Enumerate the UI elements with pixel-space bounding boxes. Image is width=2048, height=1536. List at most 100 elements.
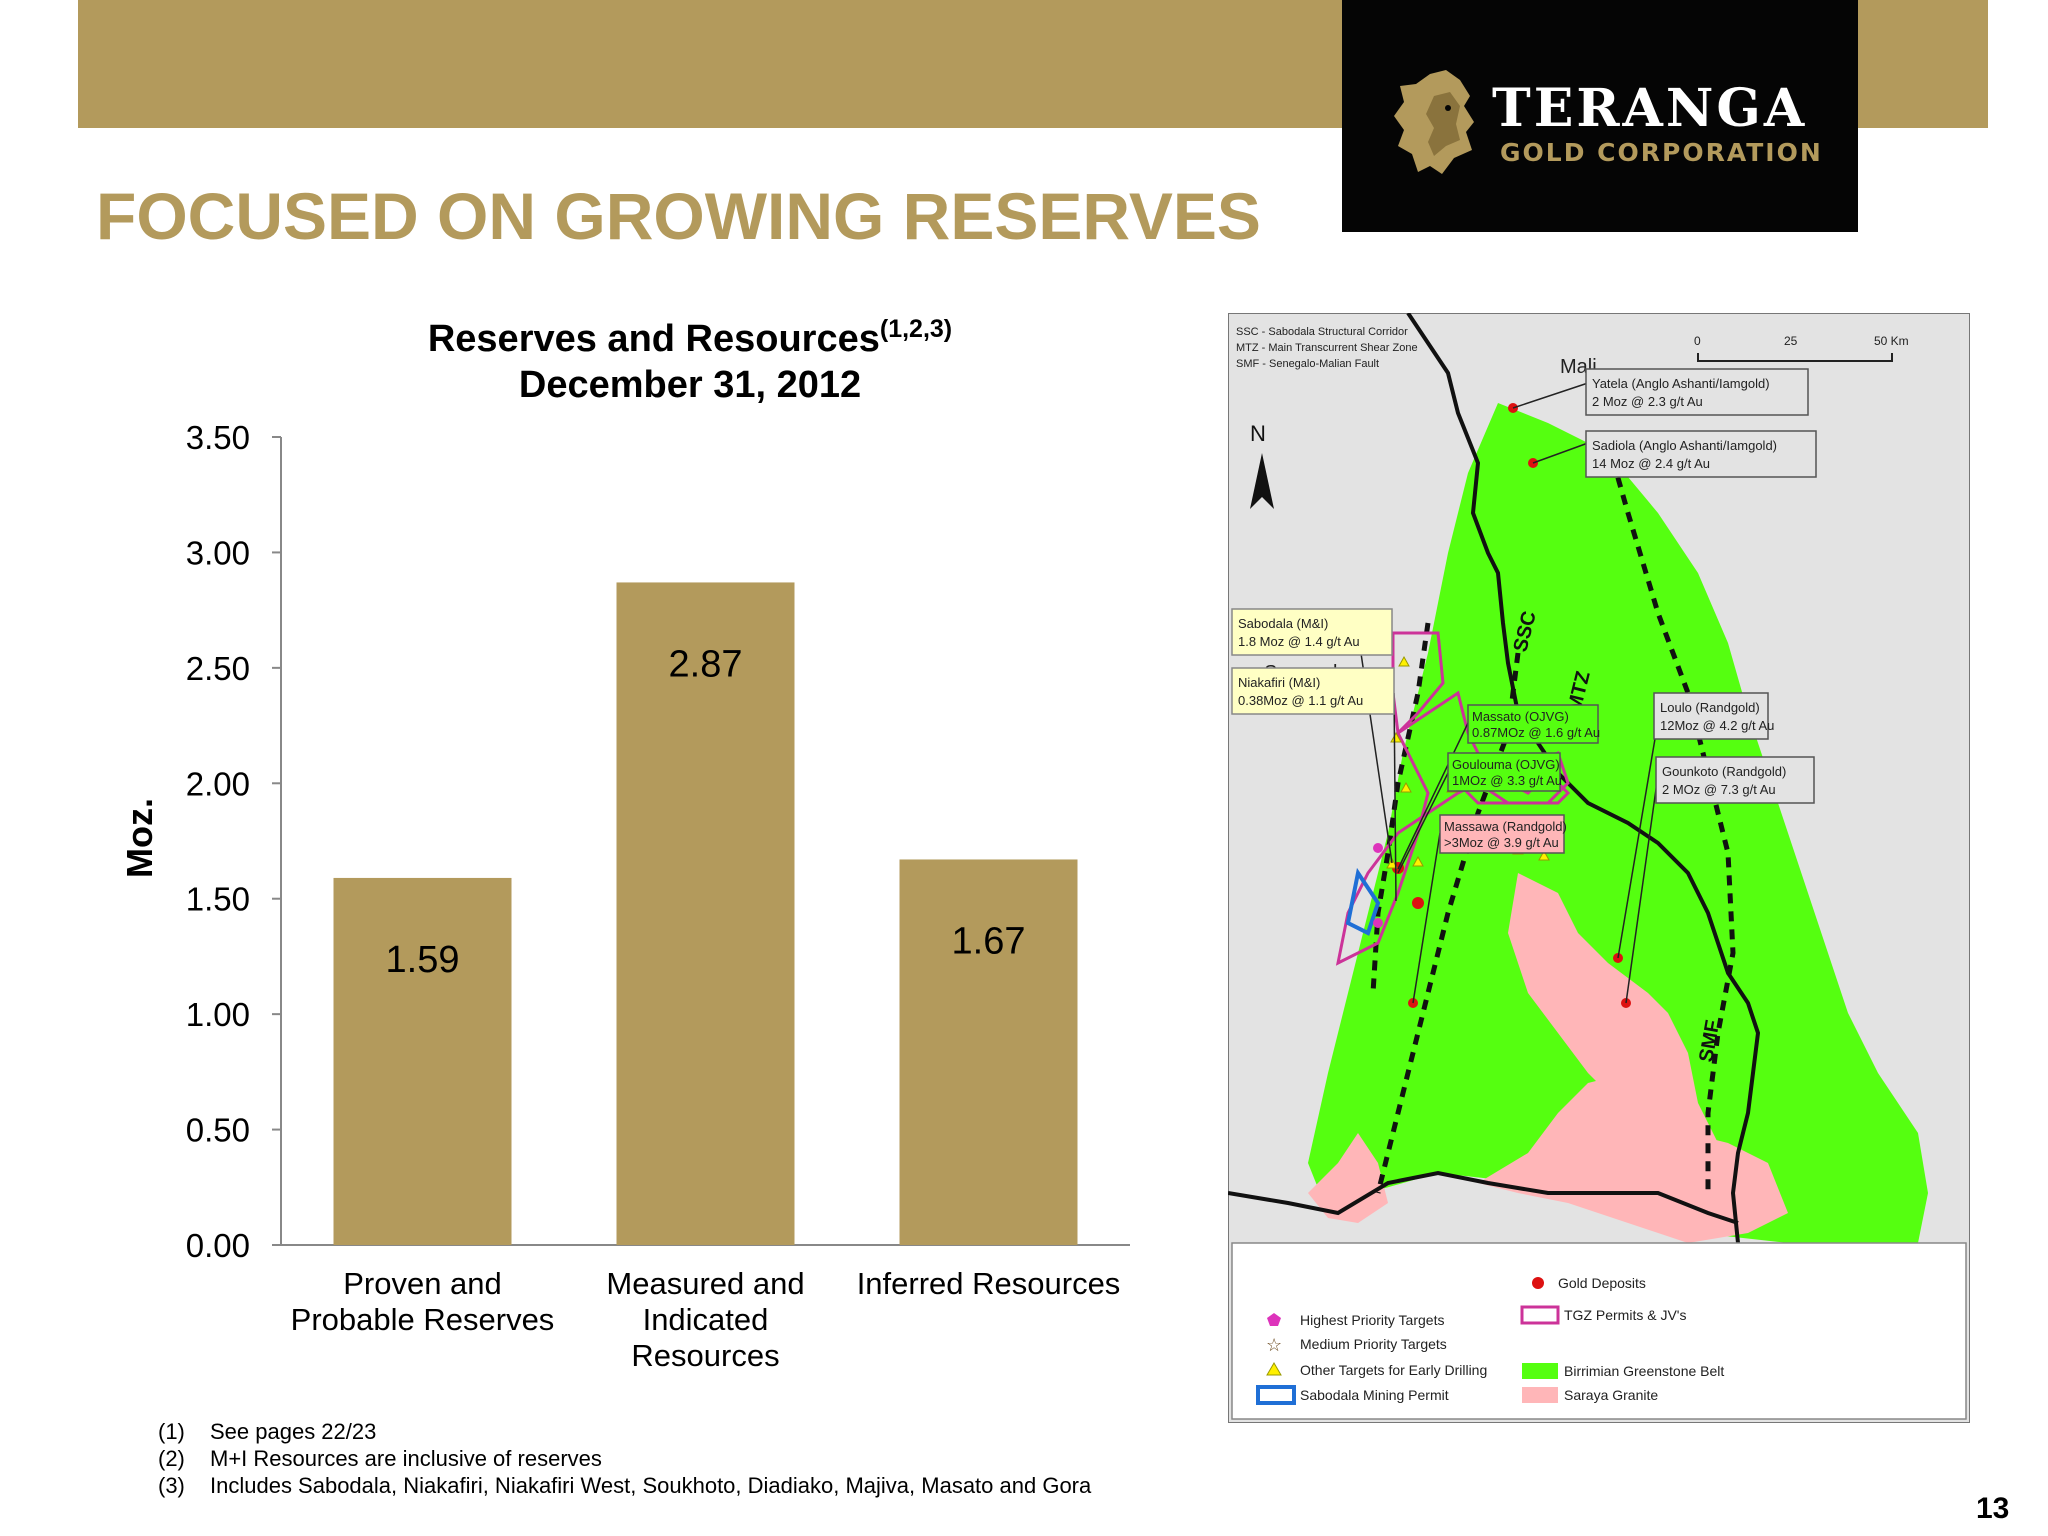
legend-granite: Saraya Granite [1522, 1387, 1658, 1403]
lion-logo-icon [1394, 70, 1474, 174]
svg-text:Sabodala Mining Permit: Sabodala Mining Permit [1300, 1387, 1449, 1403]
mtz-fault [1375, 652, 1521, 1194]
footnote-1: (1) See pages 22/23 [158, 1419, 377, 1444]
svg-text:Sabodala (M&I): Sabodala (M&I) [1238, 616, 1328, 631]
page-number: 13 [1976, 1492, 2010, 1525]
bar [616, 582, 795, 1245]
svg-text:Birrimian Greenstone Belt: Birrimian Greenstone Belt [1564, 1363, 1724, 1379]
chart-subtitle: December 31, 2012 [518, 364, 862, 406]
granite-east [1478, 1073, 1788, 1243]
callout-sabodala: Sabodala (M&I) 1.8 Moz @ 1.4 g/t Au [1231, 608, 1393, 864]
y-tick-label: 1.50 [186, 881, 250, 918]
teranga-logo: TERANGA GOLD CORPORATION [1342, 0, 1858, 232]
callout-goulouma: Goulouma (OJVG)1MOz @ 3.3 g/t Au [1397, 752, 1562, 874]
svg-text:MTZ - Main Transcurrent Shear: MTZ - Main Transcurrent Shear Zone [1236, 342, 1418, 354]
svg-text:25: 25 [1784, 334, 1798, 348]
greenstone-belt [1308, 403, 1928, 1253]
bar [899, 859, 1078, 1245]
legend-gold-deposits: Gold Deposits [1532, 1275, 1646, 1291]
legend-other-targets: Other Targets for Early Drilling [1266, 1362, 1487, 1378]
svg-text:Gold Deposits: Gold Deposits [1558, 1275, 1646, 1291]
svg-text:Sadiola (Anglo Ashanti/Iamgold: Sadiola (Anglo Ashanti/Iamgold) [1592, 438, 1777, 453]
north-arrow-icon [1250, 453, 1274, 509]
smf-fault [1605, 442, 1736, 1193]
svg-text:50 Km: 50 Km [1874, 334, 1909, 348]
callout-niakafiri: Niakafiri (M&I) 0.38Moz @ 1.1 g/t Au [1231, 667, 1397, 902]
svg-text:0: 0 [1694, 334, 1701, 348]
data-label: 1.59 [386, 939, 460, 981]
legend-highest-priority: Highest Priority Targets [1267, 1312, 1444, 1328]
y-tick-label: 3.00 [186, 534, 250, 571]
svg-text:Gounkoto (Randgold): Gounkoto (Randgold) [1662, 764, 1786, 779]
saraya-granite [1508, 873, 1768, 1213]
data-label: 1.67 [952, 920, 1026, 962]
callout-loulo: Loulo (Randgold) 12Moz @ 4.2 g/t Au [1617, 692, 1774, 959]
x-category-label: Proven and [343, 1266, 502, 1301]
svg-text:0.87MOz @ 1.6 g/t Au: 0.87MOz @ 1.6 g/t Au [1472, 725, 1600, 740]
callout-massawa: Massawa (Randgold)>3Moz @ 3.9 g/t Au [1412, 814, 1567, 1004]
svg-text:1MOz @ 3.3 g/t Au: 1MOz @ 3.3 g/t Au [1452, 773, 1562, 788]
page-title: FOCUSED ON GROWING RESERVES [96, 179, 1261, 253]
callout-sadiola: Sadiola (Anglo Ashanti/Iamgold) 14 Moz @ … [1532, 430, 1817, 478]
chart-title-superscript: (1,2,3) [879, 315, 953, 343]
svg-text:14 Moz @ 2.4 g/t Au: 14 Moz @ 2.4 g/t Au [1592, 456, 1710, 471]
map-scale-bar: 0 25 50 Km [1694, 334, 1909, 362]
x-category-label: Measured and [606, 1266, 804, 1301]
svg-text:Loulo (Randgold): Loulo (Randgold) [1660, 700, 1760, 715]
y-tick-label: 2.00 [186, 765, 250, 802]
svg-text:Massato (OJVG): Massato (OJVG) [1472, 709, 1569, 724]
footnotes: (1) See pages 22/23 (2) M+I Resources are … [158, 1418, 1091, 1499]
svg-text:Other Targets for Early Drilli: Other Targets for Early Drilling [1300, 1362, 1487, 1378]
y-tick-label: 3.50 [186, 419, 250, 456]
data-label: 2.87 [669, 643, 743, 685]
gold-deposit-markers [1392, 403, 1631, 1008]
geology-map: SSC - Sabodala Structural Corridor MTZ -… [1228, 313, 1970, 1423]
svg-text:Massawa (Randgold): Massawa (Randgold) [1444, 819, 1567, 834]
map-legend-items: Highest Priority Targets ☆ Medium Priorit… [1256, 1275, 1724, 1405]
svg-text:12Moz @ 4.2 g/t Au: 12Moz @ 4.2 g/t Au [1660, 718, 1774, 733]
svg-text:2 Moz @ 2.3 g/t Au: 2 Moz @ 2.3 g/t Au [1592, 394, 1703, 409]
legend-tgz-permits: TGZ Permits & JV's [1520, 1305, 1686, 1325]
north-label: N [1250, 421, 1266, 446]
callout-massato: Massato (OJVG)0.87MOz @ 1.6 g/t Au [1397, 704, 1600, 870]
svg-text:TGZ Permits & JV's: TGZ Permits & JV's [1564, 1307, 1686, 1323]
callout-gounkoto: Gounkoto (Randgold) 2 MOz @ 7.3 g/t Au [1625, 756, 1815, 1004]
svg-text:>3Moz @ 3.9 g/t Au: >3Moz @ 3.9 g/t Au [1444, 835, 1559, 850]
callout-yatela: Yatela (Anglo Ashanti/Iamgold) 2 Moz @ 2.… [1512, 368, 1809, 416]
map-abbreviations: SSC - Sabodala Structural Corridor MTZ -… [1236, 326, 1418, 370]
y-tick-label: 2.50 [186, 650, 250, 687]
x-category-label: Probable Reserves [291, 1302, 555, 1337]
svg-text:☆: ☆ [1266, 1335, 1282, 1355]
southern-border [1228, 1170, 1739, 1225]
legend-sabodala-permit: Sabodala Mining Permit [1256, 1385, 1449, 1405]
footnote-3: (3) Includes Sabodala, Niakafiri, Niakafi… [158, 1473, 1092, 1498]
map-legend [1231, 1242, 1967, 1420]
bar [333, 877, 512, 1245]
x-category-label: Indicated [643, 1302, 769, 1337]
svg-text:Saraya Granite: Saraya Granite [1564, 1387, 1658, 1403]
footnote-2: (2) M+I Resources are inclusive of reserv… [158, 1446, 602, 1471]
svg-text:2 MOz @ 7.3 g/t Au: 2 MOz @ 7.3 g/t Au [1662, 782, 1776, 797]
logo-subtitle: GOLD CORPORATION [1500, 138, 1823, 167]
svg-text:Goulouma (OJVG): Goulouma (OJVG) [1452, 757, 1560, 772]
bar-chart: 0.00 0.50 1.00 1.50 2.00 2.50 3.00 3.50 1.59 Prov… [186, 419, 1130, 1373]
chart-title-block: Reserves and Resources(1,2,3) December 3… [330, 316, 1050, 408]
chart-title: Reserves and Resources [427, 318, 880, 360]
sabodala-mining-permit [1345, 867, 1381, 936]
legend-medium-priority: ☆ Medium Priority Targets [1266, 1335, 1447, 1355]
svg-text:Yatela (Anglo Ashanti/Iamgold): Yatela (Anglo Ashanti/Iamgold) [1592, 376, 1770, 391]
deposit-callouts: Yatela (Anglo Ashanti/Iamgold) 2 Moz @ 2.… [1231, 368, 1817, 1004]
x-category-label: Resources [631, 1338, 779, 1373]
y-tick-label: 1.00 [186, 996, 250, 1033]
granite-west [1308, 1133, 1388, 1223]
svg-text:Highest Priority Targets: Highest Priority Targets [1300, 1312, 1444, 1328]
svg-text:0.38Moz @ 1.1 g/t Au: 0.38Moz @ 1.1 g/t Au [1238, 693, 1363, 708]
svg-text:Medium Priority Targets: Medium Priority Targets [1300, 1336, 1447, 1352]
logo-name: TERANGA [1492, 78, 1808, 139]
svg-text:SMF - Senegalo-Malian Fault: SMF - Senegalo-Malian Fault [1236, 358, 1379, 370]
legend-greenstone: Birrimian Greenstone Belt [1522, 1363, 1724, 1379]
svg-text:1.8 Moz @ 1.4 g/t Au: 1.8 Moz @ 1.4 g/t Au [1238, 634, 1360, 649]
svg-text:SSC - Sabodala Structural Corr: SSC - Sabodala Structural Corridor [1236, 326, 1408, 338]
svg-text:Niakafiri (M&I): Niakafiri (M&I) [1238, 675, 1320, 690]
y-tick-label: 0.00 [186, 1227, 250, 1264]
